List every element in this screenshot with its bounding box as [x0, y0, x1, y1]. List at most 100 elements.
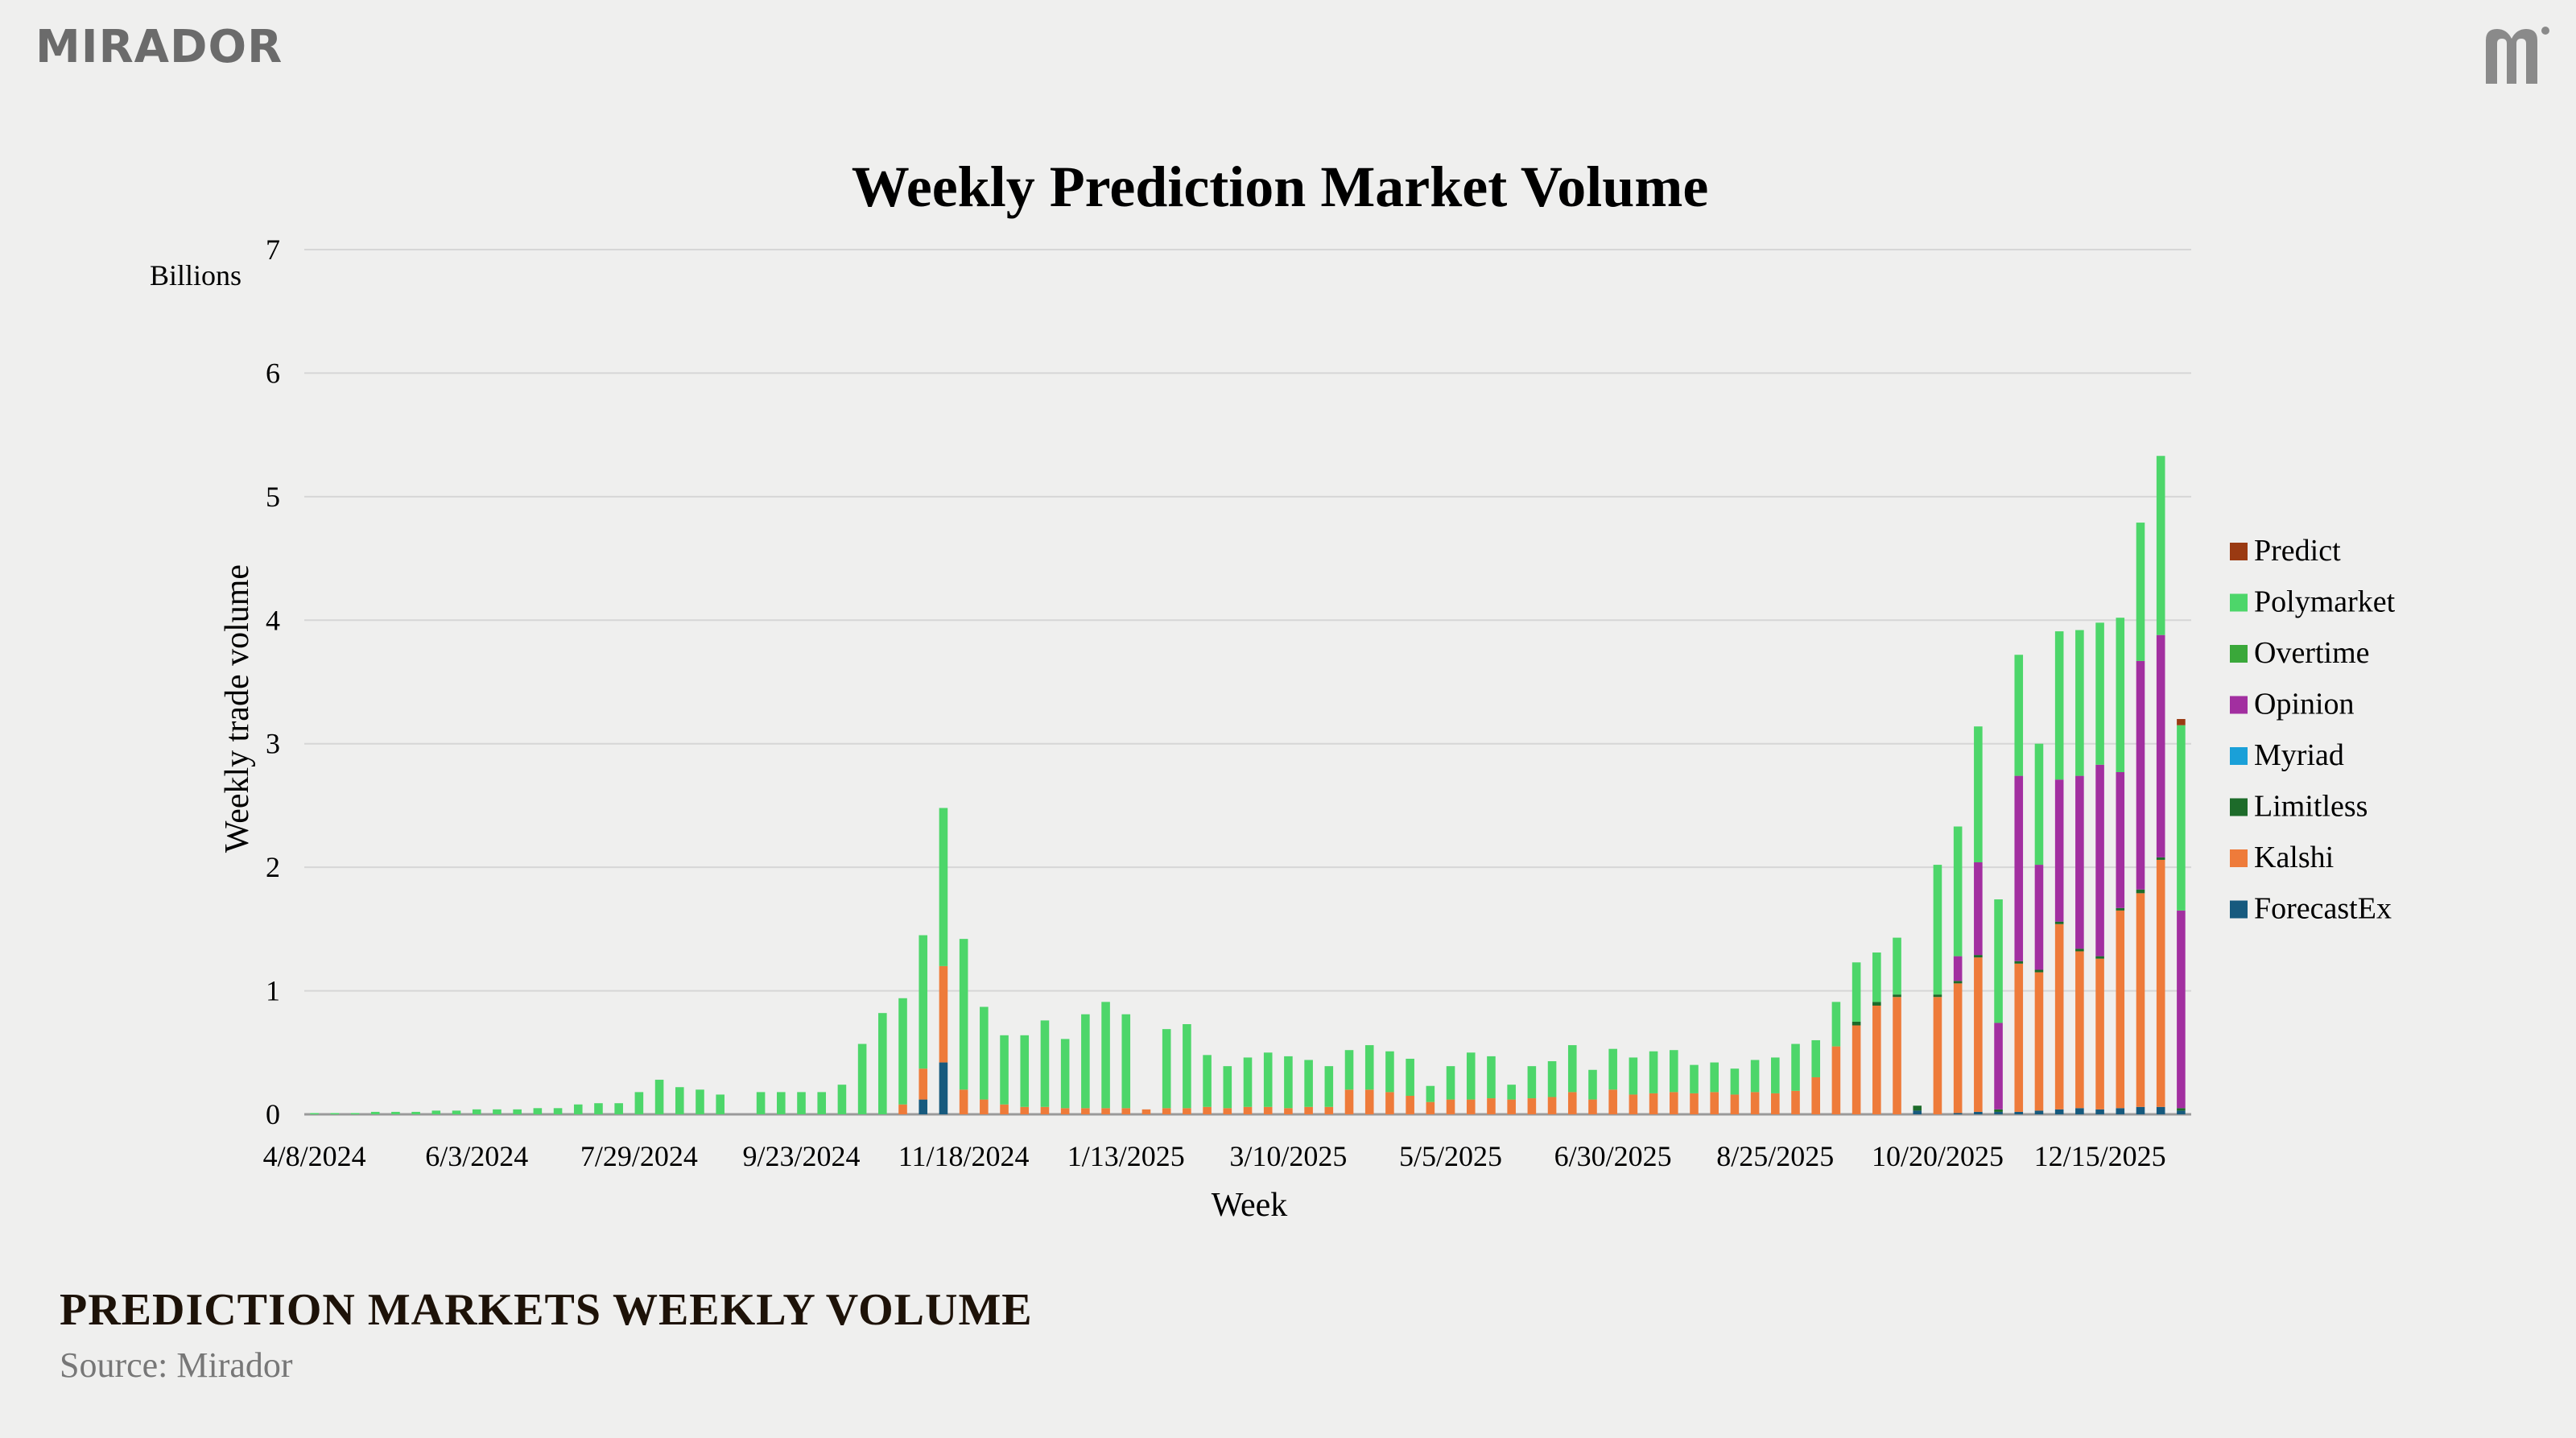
x-tick-label: 8/25/2025 — [1716, 1140, 1834, 1172]
bar-polymarket — [1588, 1069, 1597, 1100]
bar-opinion — [2116, 772, 2125, 908]
bar-polymarket — [1446, 1066, 1455, 1100]
x-tick-label: 4/8/2024 — [263, 1140, 366, 1172]
bar-forecastex — [939, 1062, 948, 1114]
bar-polymarket — [1872, 952, 1881, 1002]
bar-kalshi — [1040, 1106, 1050, 1114]
bar-polymarket — [1081, 1014, 1090, 1109]
legend-label-overtime: Overtime — [2254, 636, 2370, 670]
bar-polymarket — [391, 1111, 400, 1114]
bar-polymarket — [2156, 456, 2165, 635]
bar-kalshi — [959, 1089, 968, 1114]
bar-polymarket — [1263, 1052, 1273, 1107]
legend: Predict Polymarket Overtime Opinion Myriad Li… — [2230, 534, 2396, 926]
bar-kalshi — [1304, 1106, 1313, 1114]
bar-kalshi — [1060, 1108, 1070, 1114]
bar-kalshi — [1466, 1099, 1476, 1114]
bar-kalshi — [1000, 1104, 1009, 1114]
bar-kalshi — [1406, 1095, 1414, 1114]
bar-kalshi — [1364, 1089, 1374, 1114]
bar-limitless — [1994, 1109, 2003, 1112]
bar-predict — [2177, 719, 2186, 725]
x-tick-label: 11/18/2024 — [898, 1140, 1030, 1172]
bar-forecastex — [1994, 1111, 2003, 1114]
brand-logo: MIRADOR — [35, 21, 283, 73]
mirador-m-logo-icon — [2479, 23, 2552, 91]
bar-kalshi — [1203, 1106, 1212, 1114]
x-tick-label: 1/13/2025 — [1067, 1140, 1185, 1172]
bar-polymarket — [675, 1087, 684, 1114]
bar-polymarket — [1487, 1056, 1496, 1099]
legend-swatch-overtime — [2230, 645, 2248, 663]
x-axis-ticks: 4/8/2024 6/3/2024 7/29/2024 9/23/2024 11/18/… — [263, 1140, 2166, 1172]
bar-polymarket — [857, 1043, 867, 1114]
bar-kalshi — [1487, 1098, 1496, 1114]
x-tick-label: 5/5/2025 — [1399, 1140, 1502, 1172]
legend-label-polymarket: Polymarket — [2254, 585, 2396, 619]
x-tick-label: 12/15/2025 — [2034, 1140, 2166, 1172]
bar-limitless — [1852, 1021, 1861, 1026]
bar-forecastex — [2116, 1108, 2125, 1114]
bar-limitless — [1974, 955, 1983, 958]
bar-polymarket — [1953, 826, 1963, 957]
bar-forecastex — [2156, 1106, 2165, 1114]
y-tick-label: 4 — [266, 604, 280, 636]
bar-opinion — [2136, 660, 2145, 890]
bar-forecastex — [2075, 1108, 2084, 1114]
bar-polymarket — [573, 1104, 583, 1114]
bar-polymarket — [1831, 1002, 1841, 1047]
bar-limitless — [2075, 948, 2084, 952]
bar-opinion — [2014, 775, 2024, 961]
bar-forecastex — [1974, 1111, 1983, 1114]
bar-polymarket — [2095, 622, 2104, 765]
bar-kalshi — [1324, 1106, 1334, 1114]
legend-label-opinion: Opinion — [2254, 688, 2355, 721]
legend-swatch-opinion — [2230, 696, 2248, 714]
bar-polymarket — [939, 808, 948, 966]
bar-polymarket — [959, 939, 968, 1090]
legend-label-predict: Predict — [2254, 534, 2341, 568]
bar-limitless — [2014, 961, 2024, 964]
bar-forecastex — [1953, 1113, 1963, 1114]
bar-polymarket — [654, 1080, 664, 1114]
bar-polymarket — [2116, 618, 2125, 773]
bar-polymarket — [472, 1109, 481, 1114]
bar-polymarket — [1608, 1048, 1617, 1090]
bar-polymarket — [716, 1094, 724, 1114]
bar-limitless — [2156, 857, 2165, 860]
bar-kalshi — [1831, 1046, 1841, 1114]
bar-polymarket — [493, 1109, 502, 1114]
bar-polymarket — [1243, 1057, 1253, 1107]
bar-polymarket — [1629, 1057, 1638, 1095]
bar-kalshi — [1974, 957, 1983, 1112]
chart-title: Weekly Prediction Market Volume — [852, 155, 1709, 219]
bar-polymarket — [2014, 655, 2024, 776]
y-axis-unit: Billions — [150, 259, 242, 291]
bar-kalshi — [1852, 1025, 1861, 1114]
bar-polymarket — [1121, 1014, 1131, 1109]
bar-kalshi — [1811, 1076, 1821, 1114]
x-tick-label: 9/23/2024 — [742, 1140, 860, 1172]
bar-polymarket — [310, 1113, 319, 1114]
bar-polymarket — [777, 1092, 786, 1114]
bar-kalshi — [1446, 1099, 1455, 1114]
bars — [310, 456, 2186, 1114]
bar-polymarket — [980, 1006, 989, 1100]
bar-limitless — [2177, 1108, 2186, 1111]
footer-caption: PREDICTION MARKETS WEEKLY VOLUME — [60, 1285, 1033, 1335]
bar-kalshi — [1730, 1094, 1740, 1114]
bar-polymarket — [1811, 1039, 1821, 1077]
bar-kalshi — [1284, 1108, 1293, 1114]
y-axis-ticks: 0 1 2 3 4 5 6 7 — [266, 233, 280, 1130]
bar-kalshi — [1953, 983, 1963, 1114]
bar-kalshi — [2075, 951, 2084, 1109]
bar-polymarket — [1994, 899, 2003, 1023]
y-tick-label: 2 — [266, 851, 280, 883]
bar-forecastex — [2177, 1110, 2186, 1114]
bar-polymarket — [2054, 631, 2064, 780]
bar-kalshi — [1588, 1099, 1597, 1114]
gridlines — [304, 249, 2191, 1116]
bar-polymarket — [1223, 1066, 1232, 1109]
bar-polymarket — [1406, 1058, 1414, 1096]
bar-kalshi — [1344, 1089, 1354, 1114]
